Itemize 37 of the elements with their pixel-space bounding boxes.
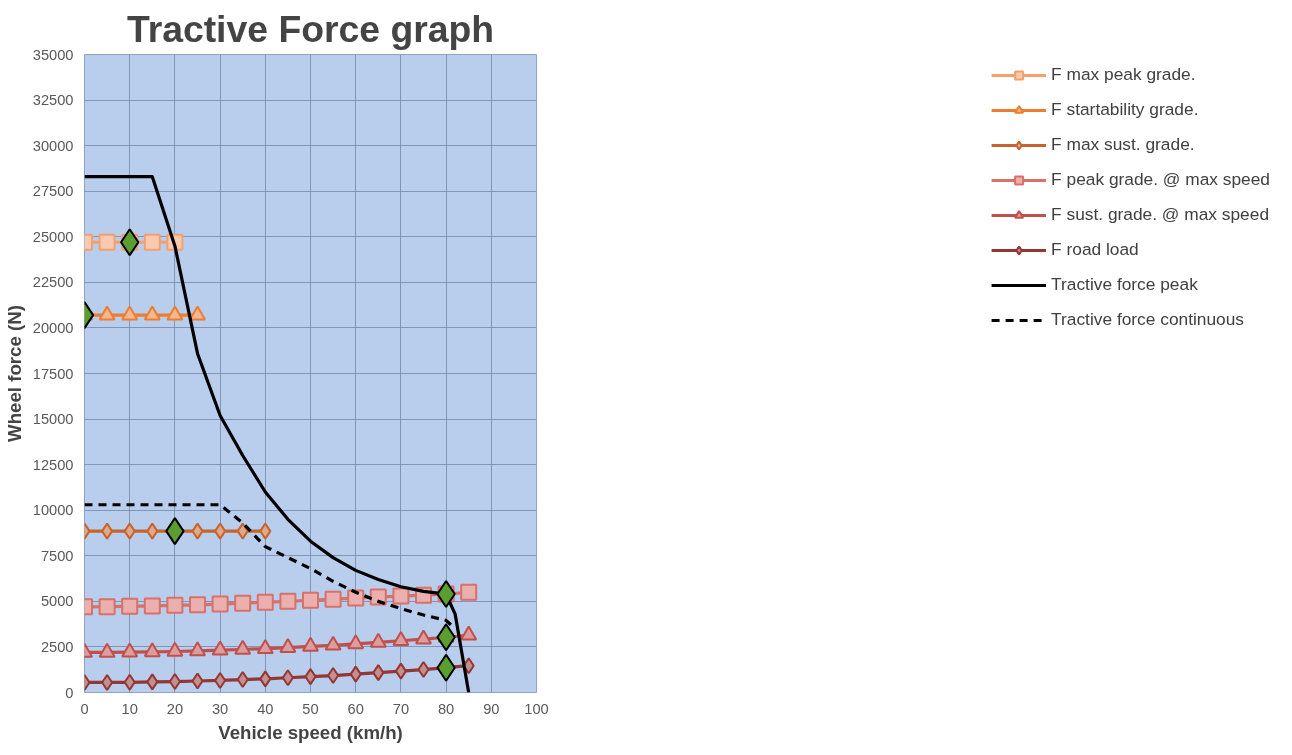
y-tick-label: 7500	[40, 547, 74, 564]
y-tick-label: 2500	[40, 638, 74, 655]
x-tick-label: 20	[166, 700, 184, 717]
y-tick-label: 30000	[32, 137, 74, 154]
x-tick-label: 100	[524, 700, 549, 717]
y-tick-label: 17500	[32, 365, 74, 382]
y-tick-label: 22500	[32, 274, 74, 291]
y-tick-label: 12500	[32, 456, 74, 473]
x-tick-label: 30	[211, 700, 229, 717]
legend-label: F sust. grade. @ max speed	[1051, 204, 1270, 225]
x-axis-title: Vehicle speed (km/h)	[218, 721, 403, 743]
chart-title: Tractive Force graph	[126, 7, 495, 50]
y-tick-label: 5000	[40, 593, 74, 610]
y-tick-label: 35000	[32, 46, 74, 63]
legend-label: Tractive force continuous	[1051, 309, 1245, 330]
y-tick-label: 32500	[32, 92, 74, 109]
x-tick-label: 50	[302, 700, 319, 717]
legend-label: F max peak grade.	[1051, 64, 1196, 85]
y-tick-label: 20000	[32, 319, 74, 336]
legend-label: Tractive force peak	[1051, 274, 1198, 295]
x-tick-label: 70	[392, 700, 410, 717]
x-tick-label: 0	[80, 700, 89, 717]
x-tick-label: 90	[483, 700, 500, 717]
legend-label: F max sust. grade.	[1051, 134, 1195, 155]
legend-label: F peak grade. @ max speed	[1051, 169, 1270, 190]
y-tick-label: 25000	[32, 228, 74, 245]
legend-label: F road load	[1051, 239, 1139, 260]
x-tick-label: 60	[347, 700, 364, 717]
x-tick-label: 80	[437, 700, 455, 717]
y-tick-label: 0	[65, 684, 74, 701]
x-tick-label: 40	[257, 700, 274, 717]
legend-label: F startability grade.	[1051, 99, 1199, 120]
x-tick-label: 10	[121, 700, 138, 717]
y-tick-label: 10000	[32, 502, 74, 519]
y-axis-title: Wheel force (N)	[3, 305, 25, 442]
y-tick-label: 27500	[32, 183, 74, 200]
y-tick-label: 15000	[32, 411, 74, 428]
